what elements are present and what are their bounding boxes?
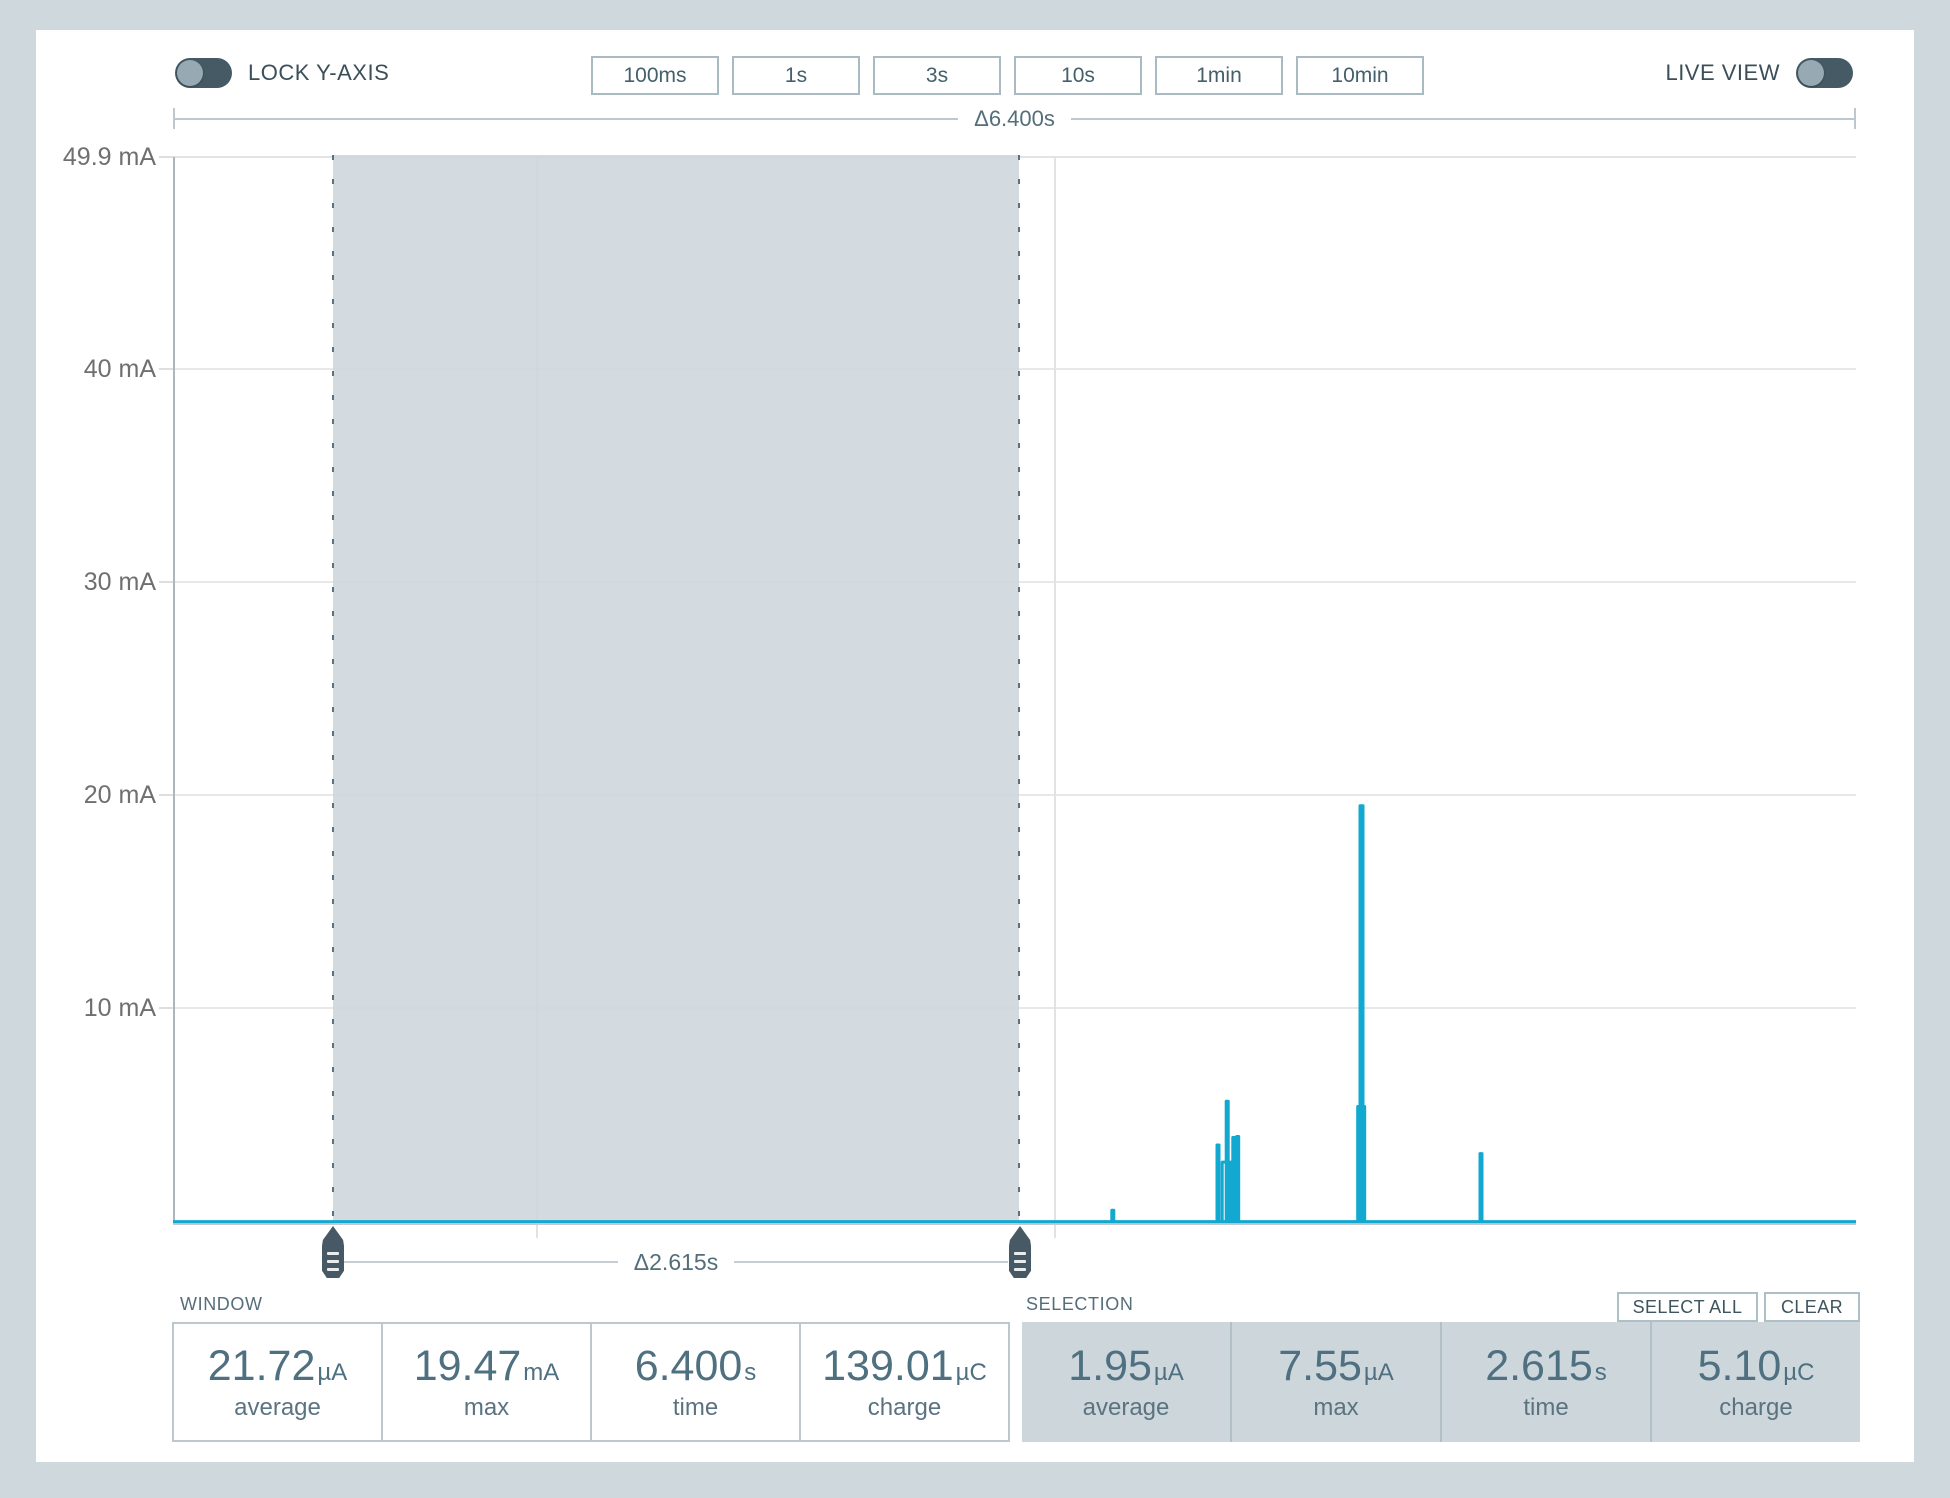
stat-label: max — [1313, 1394, 1359, 1421]
y-axis-tick — [159, 794, 173, 796]
delta-window-wrap: Δ6.400s — [173, 105, 1856, 133]
grip-icon — [1014, 1252, 1026, 1255]
y-axis-label: 20 mA — [83, 781, 156, 809]
current-trace-chart[interactable] — [173, 155, 1856, 1224]
stat-selection-charge: 5.10 µC charge — [1650, 1322, 1860, 1442]
y-axis-label: 10 mA — [83, 994, 156, 1022]
y-axis-tick — [159, 368, 173, 370]
stat-label: charge — [867, 1394, 942, 1421]
stat-selection-time: 2.615 s time — [1440, 1322, 1650, 1442]
y-axis-label: 40 mA — [83, 355, 156, 383]
window-stats-panel: 21.72 µA average 19.47 mA max 6.400 s ti… — [172, 1322, 1010, 1442]
stat-value: 139.01 — [822, 1342, 954, 1390]
gridline-time-2 — [1054, 157, 1056, 1238]
window-panel-title: WINDOW — [180, 1294, 263, 1314]
y-axis-line — [173, 157, 175, 1224]
stat-value: 1.95 — [1068, 1342, 1152, 1390]
selection-stats-panel: 1.95 µA average 7.55 µA max 2.615 s time… — [1022, 1322, 1860, 1442]
stat-label: time — [1523, 1394, 1569, 1421]
time-window-button-group: 100ms 1s 3s 10s 1min 10min — [591, 56, 1424, 95]
delta-selection-wrap: Δ2.615s — [344, 1248, 1008, 1276]
stat-unit: µC — [955, 1359, 987, 1386]
selection-panel-title: SELECTION — [1026, 1294, 1134, 1314]
stat-label: average — [1082, 1394, 1170, 1421]
grip-icon — [327, 1252, 339, 1255]
delta-selection-label: Δ2.615s — [617, 1248, 735, 1276]
y-axis-tick — [159, 156, 173, 158]
grip-icon — [327, 1268, 339, 1271]
x-axis-line — [173, 1223, 1856, 1225]
stat-unit: µA — [317, 1359, 348, 1386]
toggle-knob-icon — [1798, 60, 1824, 86]
stat-unit: µA — [1153, 1359, 1184, 1386]
grip-icon — [327, 1260, 339, 1263]
stat-label: max — [463, 1394, 510, 1421]
stat-unit: s — [1594, 1359, 1607, 1386]
stat-selection-max: 7.55 µA max — [1230, 1322, 1440, 1442]
window-button-1s[interactable]: 1s — [732, 56, 860, 95]
window-button-100ms[interactable]: 100ms — [591, 56, 719, 95]
stat-window-average: 21.72 µA average — [174, 1324, 381, 1440]
stat-unit: µA — [1363, 1359, 1394, 1386]
grip-icon — [1014, 1268, 1026, 1271]
stat-window-time: 6.400 s time — [590, 1324, 799, 1440]
y-axis-label: 49.9 mA — [62, 143, 156, 171]
y-axis-label: 30 mA — [83, 568, 156, 596]
selection-handle-right[interactable] — [1009, 1226, 1031, 1278]
selection-left-edge[interactable] — [332, 155, 334, 1224]
stat-unit: µC — [1783, 1359, 1815, 1386]
selection-region[interactable] — [332, 155, 1020, 1224]
y-axis-tick — [159, 581, 173, 583]
lock-y-axis-label: LOCK Y-AXIS — [248, 60, 390, 85]
window-button-1min[interactable]: 1min — [1155, 56, 1283, 95]
current-trace-line — [173, 804, 1856, 1224]
delta-window-label: Δ6.400s — [958, 105, 1071, 133]
stat-unit: s — [744, 1359, 757, 1386]
stat-window-max: 19.47 mA max — [381, 1324, 590, 1440]
window-button-10min[interactable]: 10min — [1296, 56, 1424, 95]
stat-unit: mA — [523, 1359, 560, 1386]
power-profiler-panel: LOCK Y-AXIS 100ms 1s 3s 10s 1min 10min L… — [36, 30, 1914, 1462]
stat-value: 21.72 — [207, 1342, 316, 1390]
y-axis-tick — [159, 1007, 173, 1009]
stat-window-charge: 139.01 µC charge — [799, 1324, 1008, 1440]
stat-label: charge — [1719, 1394, 1793, 1421]
window-button-3s[interactable]: 3s — [873, 56, 1001, 95]
stat-value: 19.47 — [413, 1342, 522, 1390]
stat-selection-average: 1.95 µA average — [1022, 1322, 1230, 1442]
selection-handle-left[interactable] — [322, 1226, 344, 1278]
live-view-label: LIVE VIEW — [1665, 60, 1780, 85]
select-all-button[interactable]: SELECT ALL — [1617, 1292, 1758, 1322]
stat-value: 2.615 — [1485, 1342, 1593, 1390]
stat-value: 6.400 — [634, 1342, 743, 1390]
stat-value: 5.10 — [1697, 1342, 1782, 1390]
window-button-10s[interactable]: 10s — [1014, 56, 1142, 95]
stat-label: average — [234, 1394, 321, 1421]
selection-right-edge[interactable] — [1018, 155, 1020, 1224]
lock-y-axis-toggle[interactable] — [175, 58, 232, 88]
toggle-knob-icon — [177, 60, 203, 86]
stat-value: 7.55 — [1278, 1342, 1362, 1390]
clear-button[interactable]: CLEAR — [1764, 1292, 1860, 1322]
grip-icon — [1014, 1260, 1026, 1263]
live-view-toggle[interactable] — [1796, 58, 1853, 88]
stat-label: time — [672, 1394, 719, 1421]
